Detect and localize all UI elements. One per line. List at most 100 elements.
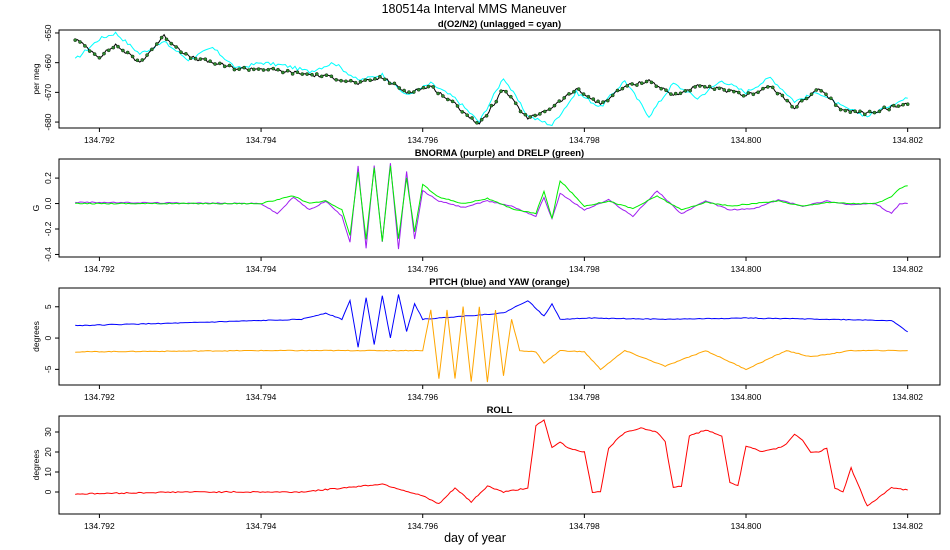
data-point: [630, 82, 634, 86]
data-point: [475, 121, 479, 125]
data-point: [373, 77, 377, 81]
data-point: [673, 91, 678, 96]
data-point: [130, 54, 135, 59]
data-point: [78, 40, 82, 44]
data-point: [203, 57, 208, 62]
y-tick-label: -660: [43, 54, 53, 71]
y-tick-label: -680: [43, 113, 53, 130]
y-axis-label: per meg: [31, 63, 41, 94]
data-point: [591, 97, 596, 101]
data-point: [358, 80, 363, 84]
x-tick-label: 134.800: [731, 521, 762, 531]
data-point: [581, 92, 586, 96]
data-point: [339, 78, 343, 83]
x-tick-label: 134.802: [892, 392, 923, 402]
data-point: [533, 113, 537, 118]
data-point: [450, 99, 455, 104]
panels: d(O2/N2) (unlagged = cyan) 134.792 134.794…: [31, 19, 941, 531]
data-point: [135, 58, 140, 63]
data-point: [858, 109, 862, 114]
data-point: [460, 110, 465, 114]
x-tick-label: 134.792: [84, 392, 115, 402]
x-tick-label: 134.794: [246, 135, 277, 145]
data-point: [97, 56, 102, 60]
data-point: [838, 107, 843, 112]
panel-title: ROLL: [487, 405, 513, 416]
data-point: [800, 98, 804, 103]
series-line-1: [74, 31, 908, 127]
data-point: [872, 110, 877, 115]
data-point: [145, 53, 149, 57]
data-point: [843, 108, 848, 113]
x-tick-label: 134.792: [84, 135, 115, 145]
data-point: [489, 103, 494, 108]
data-point: [150, 47, 154, 52]
data-point: [125, 50, 130, 55]
data-point: [92, 52, 97, 56]
data-point: [606, 98, 610, 103]
series-line-1: [75, 419, 908, 507]
data-point: [227, 63, 232, 68]
data-point: [188, 56, 193, 61]
data-point: [610, 93, 615, 98]
data-point: [576, 87, 581, 91]
data-point: [601, 100, 605, 104]
data-point: [159, 35, 164, 40]
data-point: [567, 92, 571, 96]
x-tick-label: 134.798: [569, 521, 600, 531]
data-point: [222, 64, 227, 69]
data-point: [586, 94, 591, 99]
data-point: [387, 81, 392, 86]
data-point: [780, 93, 785, 98]
data-point: [314, 72, 319, 76]
data-point: [625, 84, 630, 88]
data-point: [518, 109, 523, 114]
data-point: [174, 45, 178, 49]
data-point: [892, 103, 896, 108]
data-point: [445, 97, 450, 102]
data-point: [285, 68, 290, 73]
data-point: [824, 92, 828, 97]
data-point: [804, 96, 809, 101]
x-tick-label: 134.798: [569, 264, 600, 274]
data-point: [247, 68, 251, 72]
x-tick-label: 134.796: [407, 135, 438, 145]
data-point: [741, 94, 746, 98]
data-point: [683, 89, 688, 93]
data-point: [649, 80, 654, 85]
plot-frame: [58, 287, 941, 386]
series-line-2: [75, 306, 908, 383]
y-axis-label: degrees: [31, 321, 41, 352]
data-point: [717, 86, 722, 91]
series-line-2: [75, 165, 908, 242]
panel-3: PITCH (blue) and YAW (orange) 134.792 134.…: [31, 277, 941, 402]
data-point: [905, 102, 910, 106]
y-tick-label: -5: [43, 365, 53, 373]
data-point: [266, 67, 271, 72]
panel-2: BNORMA (purple) and DRELP (green) 134.792…: [31, 148, 941, 274]
data-point: [669, 92, 673, 96]
panel-title: BNORMA (purple) and DRELP (green): [415, 148, 584, 159]
data-point: [504, 89, 508, 94]
data-point: [887, 107, 891, 112]
data-point: [193, 56, 198, 61]
panel-4: ROLL 134.792 134.794 134.796 134.798 134.800 1…: [31, 405, 941, 531]
x-tick-label: 134.800: [731, 264, 762, 274]
panel-title: d(O2/N2) (unlagged = cyan): [438, 19, 561, 30]
data-point: [795, 105, 799, 109]
data-point: [465, 113, 470, 117]
data-point: [693, 85, 697, 89]
x-axis-title: day of year: [444, 531, 506, 545]
data-point: [848, 110, 853, 114]
data-point: [470, 116, 474, 120]
data-point: [217, 61, 222, 66]
data-point: [116, 44, 120, 49]
data-point: [654, 84, 659, 89]
data-point: [814, 88, 819, 92]
data-point: [392, 81, 397, 86]
data-point: [344, 79, 348, 84]
y-tick-label: -650: [43, 24, 53, 41]
x-tick-label: 134.802: [892, 264, 923, 274]
data-point: [198, 57, 203, 61]
data-point: [271, 66, 276, 71]
